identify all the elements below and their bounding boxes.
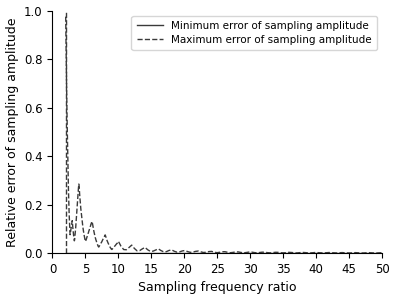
Y-axis label: Relative error of sampling amplitude: Relative error of sampling amplitude <box>6 17 19 247</box>
Maximum error of sampling amplitude <box>113 243 118 247</box>
Maximum error of sampling amplitude <box>66 203 71 207</box>
Maximum error of sampling amplitude <box>105 239 110 243</box>
Minimum error of sampling amplitude <box>83 251 88 255</box>
Line: Maximum error of sampling amplitude: Maximum error of sampling amplitude <box>66 17 382 253</box>
Minimum error of sampling amplitude <box>114 251 118 255</box>
Maximum error of sampling amplitude <box>114 242 118 246</box>
Maximum error of sampling amplitude <box>380 251 384 254</box>
Minimum error of sampling amplitude <box>66 251 71 255</box>
Maximum error of sampling amplitude <box>374 251 379 255</box>
Minimum error of sampling amplitude <box>380 251 384 255</box>
Minimum error of sampling amplitude <box>63 251 68 255</box>
X-axis label: Sampling frequency ratio: Sampling frequency ratio <box>138 281 297 294</box>
Legend: Minimum error of sampling amplitude, Maximum error of sampling amplitude: Minimum error of sampling amplitude, Max… <box>132 16 377 50</box>
Maximum error of sampling amplitude <box>83 239 88 243</box>
Minimum error of sampling amplitude <box>77 251 81 255</box>
Minimum error of sampling amplitude <box>113 251 118 255</box>
Maximum error of sampling amplitude <box>77 186 81 190</box>
Minimum error of sampling amplitude <box>105 251 110 255</box>
Maximum error of sampling amplitude <box>63 15 68 19</box>
